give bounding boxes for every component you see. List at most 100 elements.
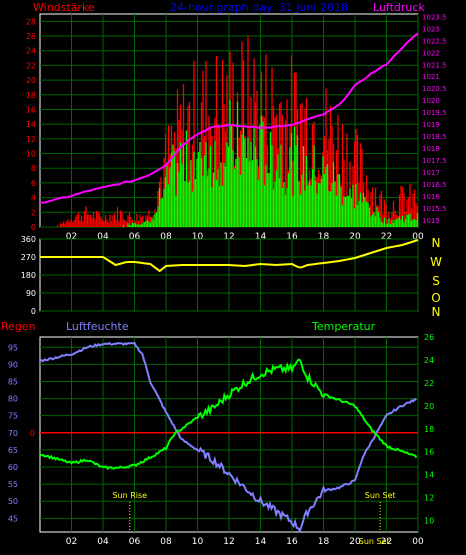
pressure-y-tick-label: 1021 <box>422 73 440 81</box>
temp-x-tick-label: 22 <box>381 537 392 547</box>
pressure-y-tick-label: 1023.5 <box>422 13 447 21</box>
humidity-y-tick-label: 95 <box>8 343 18 352</box>
wind-x-tick-label: 22 <box>381 232 392 242</box>
pressure-y-tick-label: 1020 <box>422 97 440 105</box>
direction-y-tick-label: 0 <box>31 307 36 316</box>
direction-y-tick-label: 360 <box>21 235 36 244</box>
temp-x-tick-label: 02 <box>66 537 77 547</box>
wind-pressure-plot: 02 04 06 08 10 12 14 16 18 20 22 000246810121416182… <box>26 13 447 242</box>
wind-x-tick-label: 08 <box>160 232 172 242</box>
humidity-y-tick-label: 75 <box>8 412 18 421</box>
wind-y-tick-label: 14 <box>26 120 36 129</box>
temp-x-tick-label: 14 <box>255 537 267 547</box>
pressure-y-tick-label: 1018 <box>422 145 440 153</box>
wind-y-tick-label: 20 <box>26 76 36 85</box>
direction-y-tick-label: 180 <box>21 271 36 280</box>
wind-x-tick-label: 10 <box>192 232 204 242</box>
sunset-label: Sun Set <box>365 491 396 500</box>
temp-x-tick-label: 00 <box>412 537 424 547</box>
wind-y-tick-label: 2 <box>31 208 36 217</box>
sunrise-label: Sun Rise <box>112 491 147 500</box>
wind-y-tick-label: 0 <box>31 223 36 232</box>
humidity-line <box>39 341 417 534</box>
temp-humidity-plot: 02 04 06 08 10 12 14 16 18 20 22 00 45 50 55 60 65 70 75 80… <box>8 333 434 547</box>
wind-y-tick-label: 18 <box>26 91 36 100</box>
temperature-label: Temperatur <box>311 320 376 333</box>
pressure-y-tick-label: 1015 <box>422 217 440 225</box>
compass-label: S <box>432 274 440 288</box>
temperature-y-tick-label: 14 <box>424 471 434 480</box>
pressure-y-tick-label: 1021.5 <box>422 61 447 69</box>
pressure-y-tick-label: 1019 <box>422 121 440 129</box>
humidity-y-tick-label: 45 <box>8 514 18 523</box>
wind-x-tick-label: 06 <box>129 232 141 242</box>
temp-x-tick-label: 20 <box>349 537 361 547</box>
pressure-y-tick-label: 1017 <box>422 169 440 177</box>
pressure-y-tick-label: 1016 <box>422 193 440 201</box>
pressure-y-tick-label: 1022 <box>422 49 440 57</box>
wind-y-tick-label: 10 <box>26 150 36 159</box>
pressure-y-tick-label: 1018.5 <box>422 133 447 141</box>
humidity-y-tick-label: 80 <box>8 395 18 404</box>
temperature-y-tick-label: 24 <box>424 356 434 365</box>
wind-x-tick-label: 20 <box>349 232 361 242</box>
wind-y-tick-label: 16 <box>26 105 36 114</box>
pressure-y-tick-label: 1019.5 <box>422 109 447 117</box>
sunset-axis-label: Sun Set <box>359 537 390 546</box>
humidity-y-tick-label: 90 <box>8 360 18 369</box>
temperature-y-tick-label: 26 <box>424 333 434 342</box>
wind-x-tick-label: 16 <box>286 232 298 242</box>
temp-x-tick-label: 08 <box>160 537 172 547</box>
temperature-y-tick-label: 10 <box>424 517 434 526</box>
wind-strength-label: Windstärke <box>33 1 95 14</box>
temp-x-tick-label: 18 <box>318 537 330 547</box>
temp-x-tick-label: 16 <box>286 537 298 547</box>
wind-x-tick-label: 04 <box>97 232 109 242</box>
humidity-y-tick-label: 85 <box>8 377 18 386</box>
temp-x-tick-label: 04 <box>97 537 109 547</box>
compass-label: N <box>432 236 441 250</box>
pressure-line <box>39 32 419 204</box>
pressure-y-tick-label: 1020.5 <box>422 85 447 93</box>
wind-x-tick-label: 14 <box>255 232 267 242</box>
wind-y-tick-label: 6 <box>31 179 36 188</box>
temperature-line <box>39 358 418 471</box>
pressure-y-tick-label: 1022.5 <box>422 37 447 45</box>
rain-label: Regen <box>1 320 36 333</box>
rain-y-tick-label: 0 <box>30 429 35 438</box>
wind-y-tick-label: 8 <box>31 164 36 173</box>
pressure-y-tick-label: 1016.5 <box>422 181 447 189</box>
wind-y-tick-label: 4 <box>31 194 36 203</box>
temp-x-tick-label: 12 <box>223 537 234 547</box>
temperature-y-tick-label: 12 <box>424 494 434 503</box>
humidity-label: Luftfeuchte <box>66 320 129 333</box>
temperature-y-tick-label: 22 <box>424 379 434 388</box>
wind-x-tick-label: 12 <box>223 232 234 242</box>
temperature-y-tick-label: 20 <box>424 402 434 411</box>
wind-y-tick-label: 12 <box>26 135 36 144</box>
humidity-y-tick-label: 55 <box>8 480 18 489</box>
compass-label: N <box>432 305 441 319</box>
humidity-y-tick-label: 70 <box>8 429 18 438</box>
wind-x-tick-label: 18 <box>318 232 330 242</box>
pressure-y-tick-label: 1015.5 <box>422 205 447 213</box>
pressure-y-tick-label: 1017.5 <box>422 157 447 165</box>
compass-label: W <box>430 255 442 269</box>
direction-y-tick-label: 90 <box>26 289 36 298</box>
temp-x-tick-label: 06 <box>129 537 141 547</box>
humidity-y-tick-label: 50 <box>8 497 18 506</box>
wind-y-tick-label: 26 <box>26 32 36 41</box>
wind-y-tick-label: 28 <box>26 17 36 26</box>
temperature-y-tick-label: 18 <box>424 425 434 434</box>
pressure-y-tick-label: 1023 <box>422 25 440 33</box>
wind-y-tick-label: 22 <box>26 61 36 70</box>
wind-x-tick-label: 02 <box>66 232 77 242</box>
humidity-y-tick-label: 60 <box>8 463 18 472</box>
pressure-label: Luftdruck <box>373 1 425 14</box>
compass-label: O <box>431 291 440 305</box>
wind-y-tick-label: 24 <box>26 47 36 56</box>
temp-x-tick-label: 10 <box>192 537 204 547</box>
